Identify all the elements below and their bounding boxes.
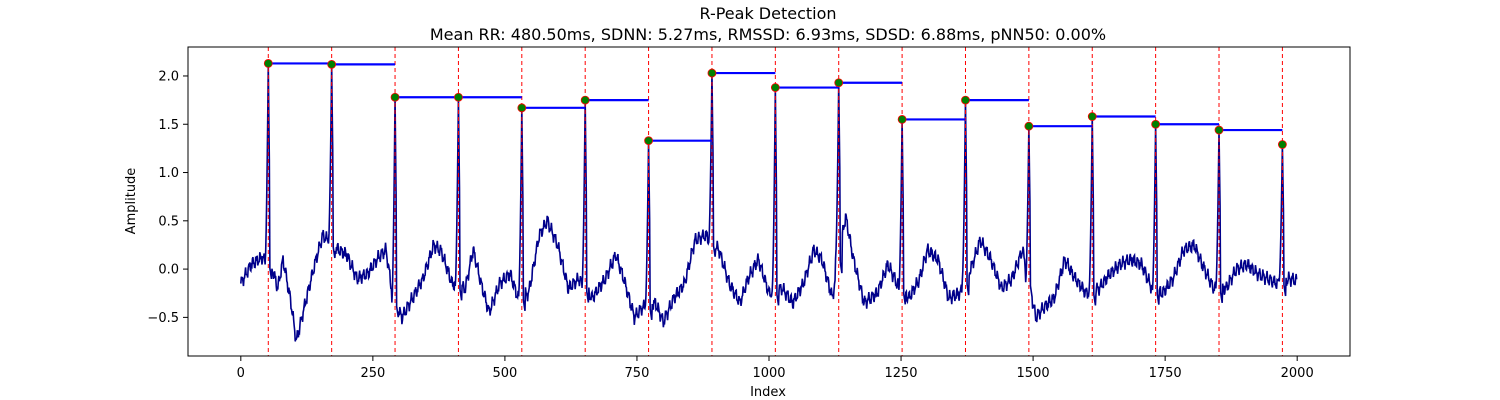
ecg-signal-line [240, 63, 1298, 342]
r-peak-point [454, 92, 463, 102]
r-peak-point [644, 136, 653, 146]
r-peak-point [897, 115, 907, 124]
y-tick-label: 2.0 [158, 69, 179, 84]
y-tick-label: −0.5 [147, 311, 179, 326]
x-tick-label: 1500 [1017, 366, 1050, 381]
y-tick-label: 1.0 [158, 166, 179, 181]
r-peak-point [770, 83, 780, 92]
chart-title: R-Peak Detection [699, 4, 836, 23]
r-peak-point [707, 68, 717, 78]
r-peak-point [1087, 112, 1097, 121]
x-tick-label: 750 [625, 366, 650, 381]
r-peak-point [390, 92, 400, 102]
x-axis-label: Index [750, 385, 786, 400]
r-peak-point [834, 78, 844, 88]
chart-subtitle: Mean RR: 480.50ms, SDNN: 5.27ms, RMSSD: … [430, 25, 1106, 44]
r-peak-point [263, 59, 273, 68]
x-tick-label: 1250 [884, 366, 917, 381]
x-tick-label: 1000 [752, 366, 785, 381]
y-axis: −0.5 0.0 0.5 1.0 1.5 2.0 [147, 69, 188, 326]
x-axis: 0 250 500 750 1000 1250 1500 1750 2000 [237, 356, 1314, 381]
x-tick-label: 0 [237, 366, 245, 381]
r-peak-point [961, 95, 970, 105]
plot-area [240, 47, 1298, 356]
y-tick-label: 1.5 [158, 118, 179, 133]
x-tick-label: 250 [360, 366, 385, 381]
r-peak-point [1214, 125, 1224, 135]
x-tick-label: 1750 [1149, 366, 1182, 381]
plot-frame [187, 46, 1351, 357]
y-tick-label: 0.5 [158, 214, 179, 229]
y-axis-label: Amplitude [124, 168, 139, 235]
r-peak-point [580, 95, 590, 105]
r-peak-point [1151, 119, 1161, 129]
r-peak-point [327, 59, 337, 69]
r-peak-point [517, 103, 527, 113]
x-tick-label: 500 [492, 366, 517, 381]
y-tick-label: 0.0 [158, 263, 179, 278]
r-peak-point [1277, 140, 1287, 149]
x-tick-label: 2000 [1281, 366, 1314, 381]
r-peak-point [1024, 121, 1034, 131]
